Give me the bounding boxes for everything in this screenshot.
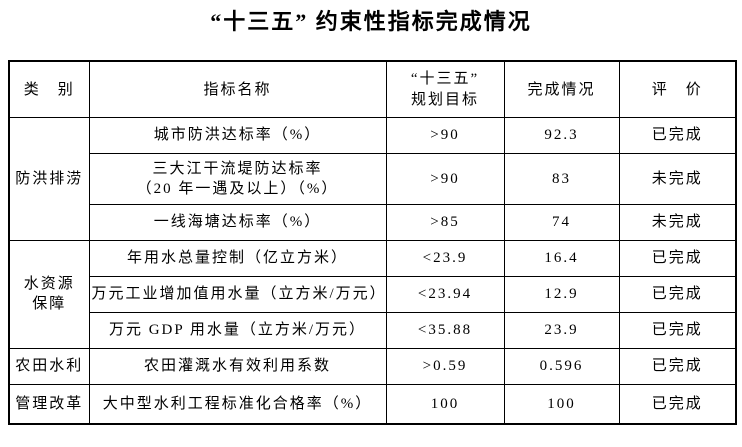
header-category: 类 别 [8, 60, 90, 118]
target-cell: 100 [385, 383, 505, 425]
target-cell: >0.59 [385, 347, 505, 385]
evaluation-cell: 已完成 [618, 383, 737, 425]
table-row: 一线海塘达标率（%） >85 74 未完成 [9, 203, 737, 241]
completion-cell: 23.9 [503, 311, 620, 349]
completion-cell: 0.596 [503, 347, 620, 385]
evaluation-cell: 已完成 [618, 239, 737, 277]
completion-cell: 16.4 [503, 239, 620, 277]
header-indicator: 指标名称 [88, 60, 387, 118]
indicator-cell: 万元 GDP 用水量（立方米/万元） [88, 311, 387, 349]
completion-cell: 74 [503, 203, 620, 241]
indicator-cell: 城市防洪达标率（%） [88, 116, 387, 154]
table-row: 农田水利 农田灌溉水有效利用系数 >0.59 0.596 已完成 [8, 347, 737, 385]
completion-cell: 12.9 [503, 275, 620, 313]
completion-cell: 83 [503, 152, 620, 205]
indicator-cell: 万元工业增加值用水量（立方米/万元） [88, 275, 387, 313]
evaluation-cell: 未完成 [618, 203, 737, 241]
header-target: “十三五” 规划目标 [385, 60, 505, 118]
header-evaluation: 评 价 [618, 60, 737, 118]
table-row: 万元工业增加值用水量（立方米/万元） <23.94 12.9 已完成 [9, 275, 737, 313]
category-cell: 管理改革 [8, 383, 90, 425]
table-row: 防洪排涝 城市防洪达标率（%） >90 92.3 已完成 [8, 116, 737, 241]
indicator-cell: 大中型水利工程标准化合格率（%） [88, 383, 387, 425]
table-row: 管理改革 大中型水利工程标准化合格率（%） 100 100 已完成 [8, 383, 737, 425]
table-row: 水资源 保障 年用水总量控制（亿立方米） <23.9 16.4 已完成 [8, 239, 737, 349]
indicator-table: 类 别 指标名称 “十三五” 规划目标 完成情况 评 价 防洪排涝 城市防洪达标… [8, 60, 737, 426]
evaluation-cell: 已完成 [618, 116, 737, 154]
indicator-cell: 农田灌溉水有效利用系数 [88, 347, 387, 385]
target-cell: <23.94 [385, 275, 505, 313]
indicator-cell: 三大江干流堤防达标率 （20 年一遇及以上）（%） [88, 152, 387, 205]
target-cell: >90 [385, 152, 505, 205]
indicator-cell: 年用水总量控制（亿立方米） [88, 239, 387, 277]
evaluation-cell: 已完成 [618, 347, 737, 385]
target-cell: >90 [385, 116, 505, 154]
category-cell: 防洪排涝 [8, 116, 90, 241]
table-header-row: 类 别 指标名称 “十三五” 规划目标 完成情况 评 价 [8, 60, 737, 118]
evaluation-cell: 未完成 [618, 152, 737, 205]
header-completion: 完成情况 [503, 60, 620, 118]
completion-cell: 100 [503, 383, 620, 425]
target-cell: <35.88 [385, 311, 505, 349]
category-cell: 水资源 保障 [8, 239, 90, 349]
evaluation-cell: 已完成 [618, 311, 737, 349]
table-row: 万元 GDP 用水量（立方米/万元） <35.88 23.9 已完成 [9, 311, 737, 349]
target-cell: >85 [385, 203, 505, 241]
target-cell: <23.9 [385, 239, 505, 277]
category-cell: 农田水利 [8, 347, 90, 385]
table-row: 三大江干流堤防达标率 （20 年一遇及以上）（%） >90 83 未完成 [9, 152, 737, 205]
evaluation-cell: 已完成 [618, 275, 737, 313]
document-title: “十三五” 约束性指标完成情况 [210, 9, 532, 34]
completion-cell: 92.3 [503, 116, 620, 154]
indicator-cell: 一线海塘达标率（%） [88, 203, 387, 241]
